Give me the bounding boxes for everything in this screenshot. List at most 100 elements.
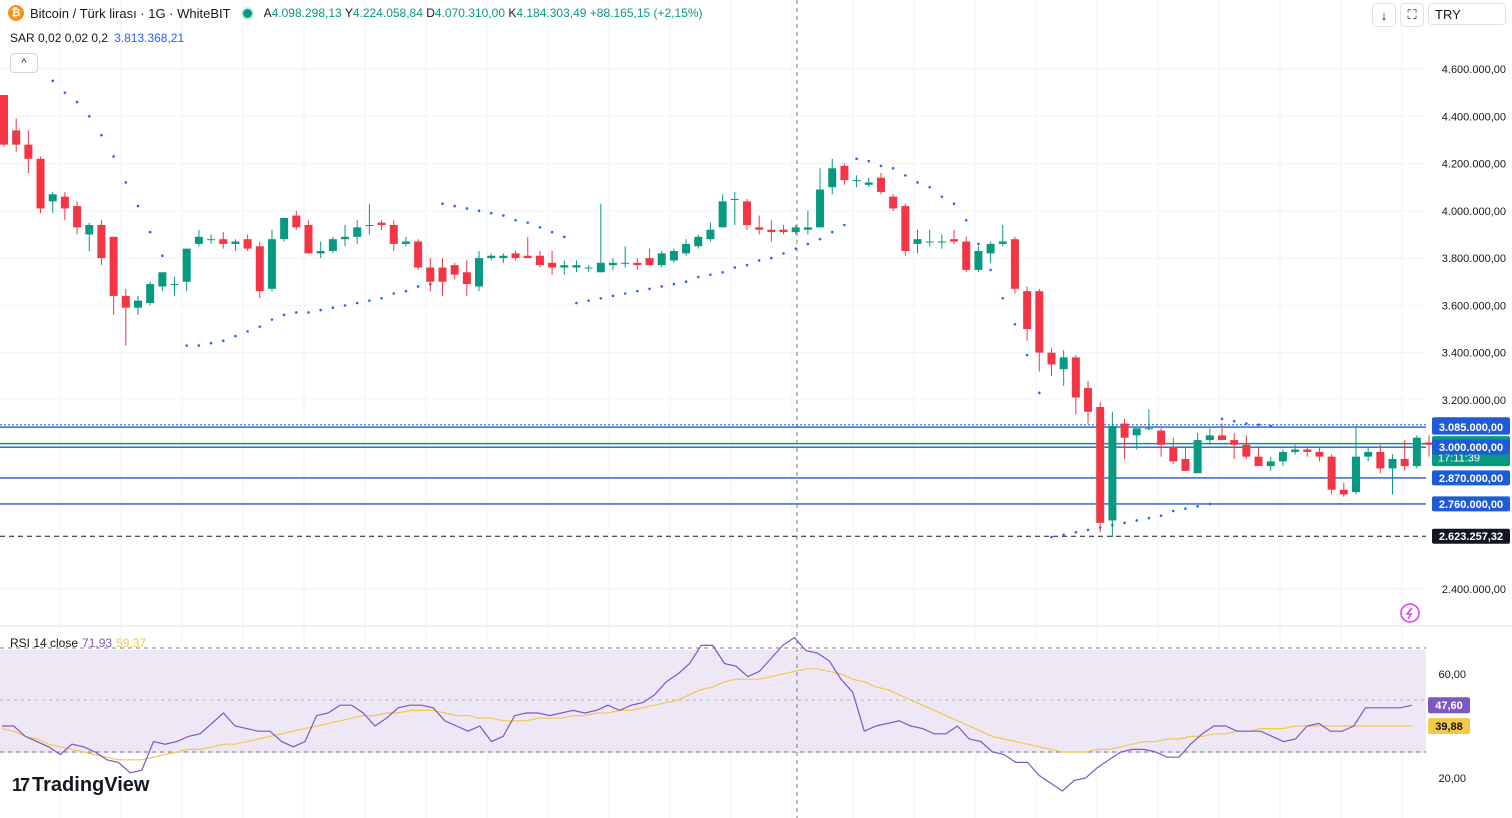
candle-body bbox=[426, 267, 435, 282]
candle-body bbox=[974, 251, 983, 270]
candle-body bbox=[572, 265, 581, 268]
candle-body bbox=[12, 130, 21, 145]
candle-body bbox=[450, 265, 459, 275]
fullscreen-button[interactable]: ⛶ bbox=[1400, 3, 1424, 27]
download-button[interactable]: ↓ bbox=[1372, 3, 1396, 27]
sar-point bbox=[526, 221, 530, 224]
sar-point bbox=[709, 273, 712, 276]
candle-body bbox=[1218, 435, 1226, 441]
sar-point bbox=[745, 263, 749, 267]
candle-body bbox=[791, 227, 800, 233]
price-badge-label: 3.000.000,00 bbox=[1439, 442, 1503, 454]
sar-point bbox=[867, 159, 871, 163]
sar-point bbox=[733, 266, 737, 269]
candle-body bbox=[1047, 352, 1056, 365]
symbol-header[interactable]: ₿ Bitcoin / Türk lirası · 1G · WhiteBIT … bbox=[8, 5, 703, 21]
candle-body bbox=[304, 225, 313, 254]
sar-point bbox=[623, 292, 627, 295]
candle-body bbox=[1303, 449, 1312, 452]
candle-body bbox=[365, 225, 374, 226]
sar-point bbox=[307, 311, 310, 314]
candle-body bbox=[1242, 444, 1251, 457]
price-axis-tick: 2.400.000,00 bbox=[1442, 584, 1506, 596]
candle-body bbox=[1144, 428, 1153, 430]
candle-body bbox=[694, 236, 703, 247]
candle-body bbox=[609, 262, 617, 266]
sar-point bbox=[891, 166, 895, 170]
sar-legend[interactable]: SAR 0,02 0,02 0,2 3.813.368,21 bbox=[10, 31, 184, 45]
sar-point bbox=[368, 299, 371, 302]
price-badges: 3.094.649,923.085.000,003.015.067,3517:1… bbox=[1432, 417, 1510, 544]
candle-body bbox=[73, 206, 82, 228]
sar-point bbox=[940, 195, 944, 198]
sar-point bbox=[1220, 417, 1224, 421]
replay-icon[interactable] bbox=[1400, 603, 1420, 623]
candle-body bbox=[803, 227, 812, 230]
candle-body bbox=[889, 196, 898, 209]
candle-body bbox=[1376, 451, 1385, 469]
candle-body bbox=[584, 267, 593, 269]
symbol-title[interactable]: Bitcoin / Türk lirası · 1G · WhiteBIT bbox=[30, 5, 231, 21]
candle-body bbox=[328, 239, 337, 251]
candle-body bbox=[1400, 459, 1409, 467]
sar-point bbox=[514, 218, 517, 222]
candle-body bbox=[182, 248, 191, 282]
rsi-legend[interactable]: RSI 14 close 71,93 59,37 bbox=[10, 636, 146, 650]
sar-point bbox=[916, 181, 919, 184]
candle-body bbox=[462, 272, 471, 285]
candlestick-series bbox=[0, 95, 1446, 537]
sar-point bbox=[502, 214, 505, 217]
candle-body bbox=[840, 165, 849, 181]
sar-point bbox=[879, 164, 883, 168]
sar-point bbox=[1196, 504, 1199, 508]
market-status-icon[interactable] bbox=[240, 6, 254, 20]
sar-series bbox=[27, 70, 1273, 539]
candle-body bbox=[133, 300, 142, 308]
candle-body bbox=[937, 241, 946, 243]
candle-body bbox=[511, 253, 520, 259]
sar-point bbox=[355, 301, 359, 305]
sar-point bbox=[209, 341, 213, 345]
price-badge bbox=[1432, 419, 1510, 435]
candle-body bbox=[1339, 489, 1348, 495]
sar-point bbox=[1025, 353, 1029, 357]
candle-body bbox=[718, 201, 727, 228]
high-value: 4.224.058,84 bbox=[352, 6, 423, 20]
candle-body bbox=[158, 272, 167, 287]
sar-point bbox=[1062, 533, 1065, 536]
currency-select[interactable]: TRY bbox=[1428, 3, 1506, 25]
rsi-badge-label: 39,88 bbox=[1435, 721, 1463, 733]
sar-point bbox=[404, 289, 408, 293]
candle-body bbox=[1327, 456, 1336, 490]
sar-point bbox=[721, 270, 724, 274]
price-axis-tick: 4.400.000,00 bbox=[1442, 111, 1506, 123]
price-axis-tick: 3.600.000,00 bbox=[1442, 300, 1506, 312]
sar-point bbox=[964, 218, 968, 222]
candle-body bbox=[548, 262, 557, 268]
rsi-ma-line bbox=[1, 668, 1412, 761]
rsi-panel: 60,00 20,00 47,60 39,88 bbox=[0, 636, 1470, 792]
sar-point bbox=[575, 301, 578, 305]
candle-body bbox=[267, 239, 276, 289]
candle-body bbox=[109, 236, 118, 296]
sar-point bbox=[989, 268, 992, 272]
sar-point bbox=[660, 285, 664, 288]
sar-point bbox=[1159, 514, 1163, 518]
candle-body bbox=[1388, 459, 1397, 469]
tradingview-logo[interactable]: 17 TradingView bbox=[12, 774, 149, 797]
price-axis-tick: 3.800.000,00 bbox=[1442, 253, 1506, 265]
sar-point bbox=[855, 157, 858, 161]
price-badge bbox=[1432, 496, 1510, 512]
candle-body bbox=[901, 206, 910, 251]
low-value: 4.070.310,00 bbox=[434, 6, 505, 20]
rsi-band bbox=[0, 650, 1426, 753]
bitcoin-icon: ₿ bbox=[8, 5, 24, 21]
sar-point bbox=[343, 304, 347, 307]
candle-body bbox=[60, 196, 69, 209]
collapse-legend-button[interactable]: ^ bbox=[10, 53, 38, 73]
sar-point bbox=[830, 230, 834, 234]
candle-body bbox=[998, 241, 1007, 244]
candle-body bbox=[852, 180, 861, 182]
price-axis-tick: 4.000.000,00 bbox=[1442, 206, 1506, 218]
